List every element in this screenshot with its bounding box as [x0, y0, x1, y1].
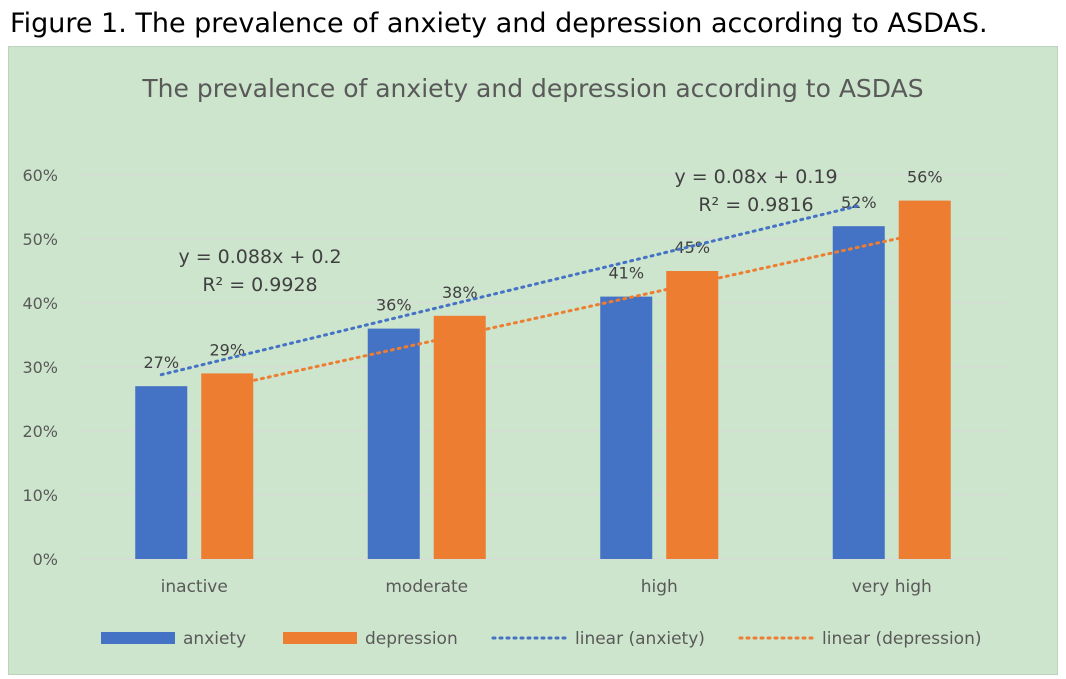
figure-caption: Figure 1. The prevalence of anxiety and …: [10, 8, 988, 39]
trendline-r2: R² = 0.9928: [202, 274, 317, 296]
bar-anxiety-moderate: [367, 328, 420, 559]
data-label: 27%: [143, 353, 179, 372]
legend-label: depression: [365, 629, 458, 649]
bar-anxiety-inactive: [135, 386, 188, 559]
data-label: 36%: [376, 296, 412, 315]
trendline-equation: y = 0.088x + 0.2: [178, 246, 341, 268]
y-tick-label: 60%: [22, 166, 58, 185]
data-label: 29%: [209, 340, 245, 359]
trendline-r2: R² = 0.9816: [698, 194, 813, 216]
chart-title: The prevalence of anxiety and depression…: [141, 74, 923, 103]
x-tick-label: inactive: [161, 577, 228, 597]
y-tick-label: 10%: [22, 486, 58, 505]
data-label: 52%: [841, 193, 877, 212]
legend-swatch-depression: [283, 632, 357, 644]
x-tick-label: moderate: [385, 577, 468, 597]
x-tick-label: high: [641, 577, 678, 597]
data-label: 56%: [907, 168, 943, 187]
bar-anxiety-very-high: [832, 226, 885, 559]
y-tick-label: 0%: [33, 550, 58, 569]
y-tick-label: 20%: [22, 422, 58, 441]
legend-swatch-anxiety: [101, 632, 175, 644]
bar-anxiety-high: [600, 296, 653, 559]
y-tick-label: 30%: [22, 358, 58, 377]
data-label: 38%: [442, 283, 478, 302]
trendline-depression: [225, 231, 927, 388]
legend-label: anxiety: [183, 629, 246, 649]
y-tick-label: 40%: [22, 294, 58, 313]
data-label: 41%: [608, 264, 644, 283]
bar-depression-inactive: [201, 373, 254, 559]
bar-depression-moderate: [433, 315, 486, 559]
bar-depression-very-high: [898, 200, 951, 559]
bar-depression-high: [666, 271, 719, 559]
trendline-anxiety: [159, 204, 861, 377]
x-tick-label: very high: [852, 577, 932, 597]
legend-label: linear (depression): [822, 629, 981, 649]
y-tick-label: 50%: [22, 230, 58, 249]
trendline-equation: y = 0.08x + 0.19: [674, 166, 837, 188]
legend-label: linear (anxiety): [575, 629, 705, 649]
